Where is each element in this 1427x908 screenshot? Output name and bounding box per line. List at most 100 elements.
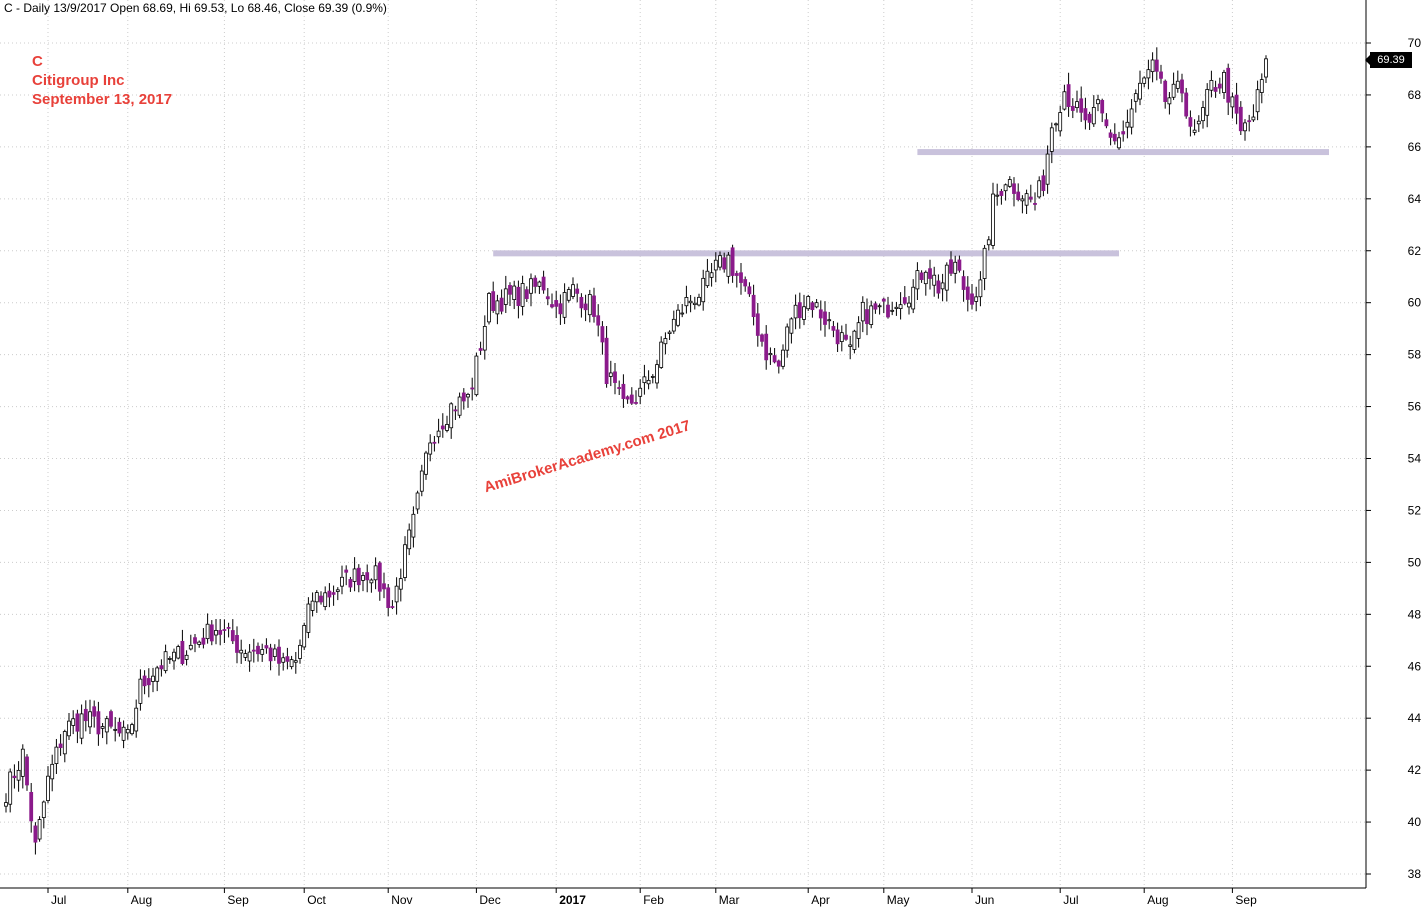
candle-down: [818, 309, 823, 319]
candle-down: [1087, 113, 1092, 123]
candle-up: [50, 763, 55, 780]
candle-up: [310, 600, 315, 611]
candle-down: [579, 296, 584, 309]
y-tick-label: 70: [1408, 36, 1422, 50]
candle-down: [747, 286, 752, 295]
x-tick-label: Oct: [307, 893, 326, 907]
candle-down: [541, 276, 546, 291]
candle-down: [1184, 92, 1189, 117]
candle-up: [37, 819, 42, 840]
candle-down: [159, 665, 164, 670]
candle-down: [1066, 84, 1071, 107]
candle-down: [604, 337, 609, 385]
x-axis-ticks: Jul Aug Sep Oct Nov Dec 2017 Feb Mar Apr May Jun Jul…: [47, 888, 1257, 907]
candle-down: [1079, 98, 1084, 113]
candle-down: [319, 595, 323, 603]
candle-down: [226, 626, 231, 629]
candle-down: [356, 567, 361, 586]
candle-up: [978, 279, 983, 298]
candle-up: [172, 651, 176, 662]
candle-down: [545, 296, 550, 300]
candle-down: [886, 304, 890, 318]
candle-up: [562, 292, 567, 318]
candle-down: [810, 302, 815, 311]
candle-down: [1012, 183, 1016, 194]
candle-up: [411, 513, 416, 538]
candle-down: [92, 706, 97, 717]
candle-down: [550, 304, 554, 308]
candle-up: [869, 305, 874, 325]
candle-down: [1163, 80, 1168, 102]
ticker-symbol: C: [32, 53, 43, 70]
candle-down: [751, 294, 756, 318]
candle-up: [1054, 123, 1058, 126]
candle-up: [1024, 193, 1029, 206]
candle-up: [655, 364, 659, 384]
candle-up: [1045, 153, 1050, 185]
candle-up: [512, 285, 517, 300]
candle-down: [1234, 94, 1239, 114]
candle-up: [785, 326, 790, 351]
candle-up: [289, 659, 294, 668]
candle-down: [760, 334, 764, 342]
candle-down: [928, 268, 932, 279]
candle-up: [130, 724, 134, 735]
candle-down: [256, 645, 260, 655]
candle-down: [999, 190, 1004, 196]
candle-up: [302, 625, 307, 648]
candle-up: [1133, 93, 1138, 102]
candle-up: [907, 302, 911, 308]
candle-up: [1091, 107, 1096, 125]
candle-up: [638, 387, 643, 397]
y-tick-label: 50: [1408, 555, 1422, 569]
candle-down: [634, 402, 638, 404]
candle-down: [865, 309, 869, 325]
candle-up: [932, 274, 937, 286]
candle-down: [327, 590, 332, 598]
candle-up: [1117, 137, 1121, 149]
candle-down: [764, 333, 769, 361]
resistance-band: [493, 250, 1119, 257]
candle-down: [58, 743, 63, 748]
candle-down: [348, 579, 353, 588]
candle-up: [667, 331, 672, 334]
x-tick-label: Aug: [1147, 893, 1168, 907]
candle-down: [142, 675, 147, 687]
candle-up: [1129, 108, 1134, 128]
y-tick-label: 56: [1408, 400, 1422, 414]
candle-down: [621, 383, 626, 399]
candle-up: [466, 393, 470, 398]
x-tick-label: Nov: [391, 893, 412, 907]
candle-down: [831, 326, 836, 331]
candle-up: [1125, 121, 1130, 128]
candle-up: [424, 452, 428, 475]
resistance-lines: [493, 149, 1329, 257]
candle-up: [151, 675, 155, 682]
candle-up: [974, 296, 979, 302]
candle-up: [361, 575, 365, 581]
candle-up: [848, 344, 853, 347]
candle-up: [709, 272, 714, 278]
y-tick-label: 58: [1408, 348, 1422, 362]
candle-up: [474, 355, 479, 396]
candle-up: [1255, 89, 1260, 113]
candle-down: [1112, 133, 1117, 142]
candle-down: [440, 425, 445, 430]
candle-up: [856, 322, 861, 339]
x-tick-label: Feb: [643, 893, 664, 907]
candle-down: [218, 630, 223, 635]
candle-down: [432, 441, 437, 444]
x-tick-label: Jul: [51, 893, 66, 907]
candle-down: [730, 247, 735, 276]
candle-up: [54, 746, 59, 765]
candle-up: [281, 657, 286, 663]
candle-up: [260, 649, 265, 655]
candle-up: [995, 194, 1000, 197]
candle-up: [877, 305, 882, 308]
chart-title-block: C Citigroup Inc September 13, 2017: [32, 52, 172, 109]
candle-up: [1150, 59, 1155, 73]
candle-down: [470, 387, 475, 390]
candle-up: [352, 568, 357, 582]
x-tick-label: Jul: [1063, 893, 1078, 907]
candle-up: [67, 720, 71, 737]
